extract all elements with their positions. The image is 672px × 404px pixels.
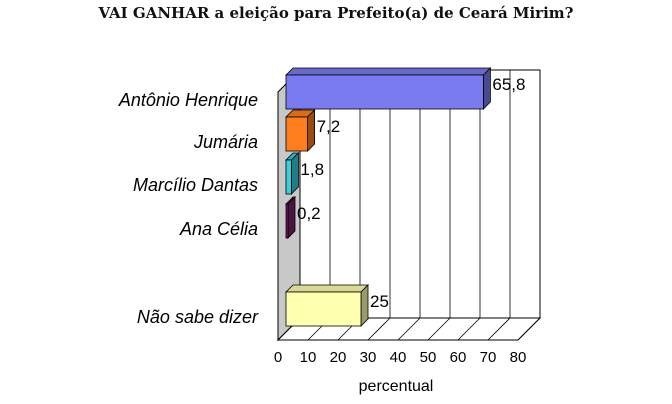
bar-top: [285, 284, 369, 293]
x-tick-label: 30: [360, 349, 377, 366]
x-tick-label: 70: [480, 349, 497, 366]
x-tick-label: 20: [330, 349, 347, 366]
x-axis-title: percentual: [359, 378, 434, 395]
bar: [285, 203, 289, 239]
data-label: 65,8: [492, 75, 525, 94]
category-label: Jumária: [193, 132, 258, 152]
x-tick-label: 60: [450, 349, 467, 366]
category-label: Não sabe dizer: [137, 307, 259, 327]
bar-end: [307, 109, 316, 152]
x-tick-label: 80: [510, 349, 527, 366]
x-tick-label: 10: [300, 349, 317, 366]
x-tick-label: 40: [390, 349, 407, 366]
bar-end: [360, 284, 369, 327]
bar: [285, 116, 309, 152]
bar-end: [287, 196, 296, 239]
x-tick-labels: 0 10 20 30 40 50 60 70 80: [274, 349, 527, 366]
bar: [285, 159, 292, 195]
floor-gridline: [517, 317, 541, 341]
bar: [285, 291, 362, 327]
bar-end: [290, 152, 299, 195]
x-tick-label: 0: [274, 349, 282, 366]
bar-end: [482, 67, 491, 110]
data-label: 1,8: [300, 160, 324, 179]
chart-title: VAI GANHAR a eleição para Prefeito(a) de…: [98, 4, 574, 22]
floor-gridline: [487, 317, 511, 341]
floor-gridline: [457, 317, 481, 341]
bar: [285, 74, 484, 110]
category-label: Ana Célia: [179, 219, 258, 239]
floor-gridline: [397, 317, 421, 341]
data-label: 0,2: [297, 204, 321, 223]
data-label: 7,2: [317, 117, 341, 136]
floor-gridline: [367, 317, 391, 341]
category-label: Marcílio Dantas: [133, 175, 258, 195]
category-label: Antônio Henrique: [118, 90, 258, 110]
data-label: 25: [370, 292, 389, 311]
bars: 65,8 7,2 1,8 0,2 25: [285, 67, 525, 327]
category-labels: Antônio Henrique Jumária Marcílio Dantas An…: [118, 90, 259, 327]
x-tick-label: 50: [420, 349, 437, 366]
floor-gridline: [427, 317, 451, 341]
bar-top: [285, 67, 492, 76]
